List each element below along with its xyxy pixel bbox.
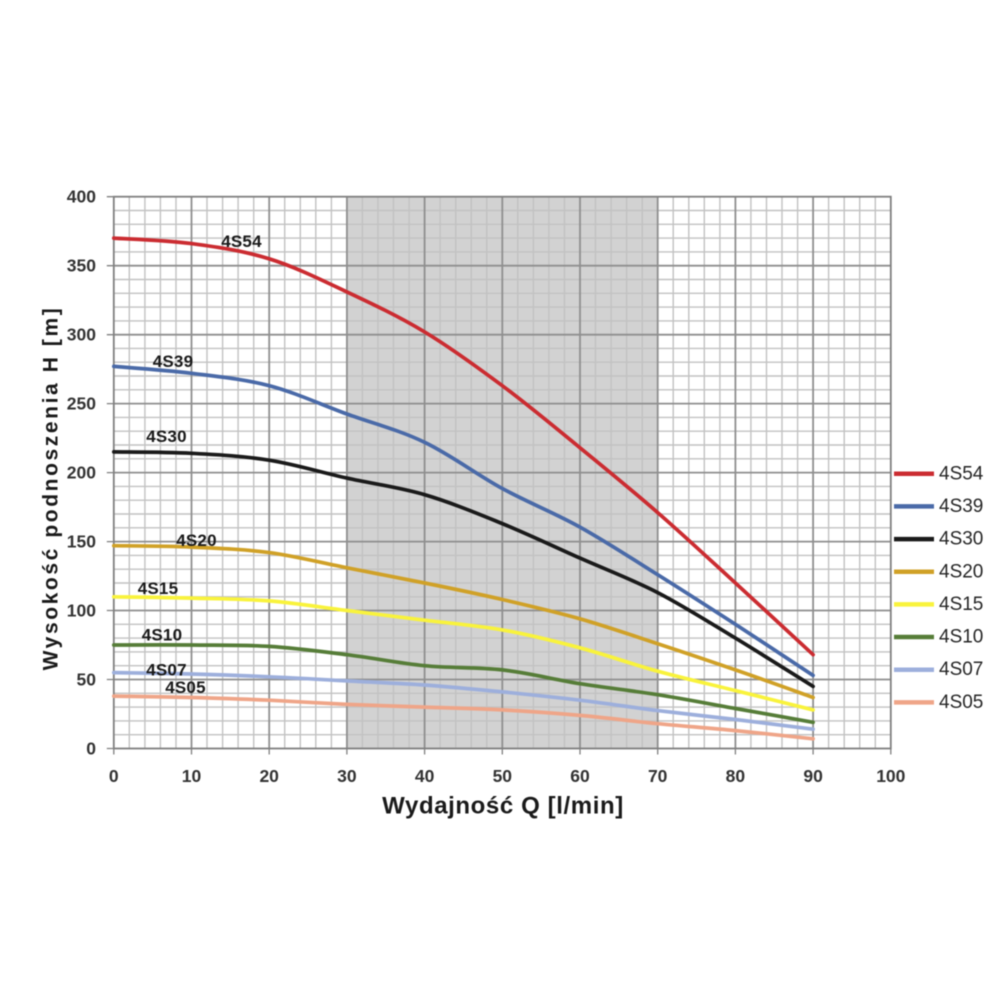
svg-text:4S05: 4S05: [939, 692, 983, 713]
svg-text:40: 40: [415, 766, 435, 786]
svg-text:4S15: 4S15: [138, 579, 179, 598]
svg-text:4S10: 4S10: [142, 626, 183, 645]
svg-text:50: 50: [77, 670, 97, 690]
svg-text:350: 350: [67, 256, 96, 276]
svg-text:4S20: 4S20: [939, 561, 983, 582]
svg-text:4S54: 4S54: [939, 463, 984, 484]
svg-text:200: 200: [67, 463, 96, 483]
svg-text:4S54: 4S54: [221, 232, 262, 251]
svg-text:10: 10: [182, 766, 202, 786]
svg-text:250: 250: [67, 394, 96, 414]
svg-text:150: 150: [67, 532, 96, 552]
svg-text:4S07: 4S07: [939, 659, 983, 680]
svg-text:100: 100: [876, 766, 905, 786]
svg-text:50: 50: [493, 766, 513, 786]
svg-text:4S15: 4S15: [939, 594, 983, 615]
svg-text:100: 100: [67, 601, 96, 621]
svg-text:300: 300: [67, 325, 96, 345]
svg-text:Wydajność Q [l/min]: Wydajność Q [l/min]: [382, 793, 624, 820]
svg-text:60: 60: [570, 766, 590, 786]
svg-text:400: 400: [67, 187, 96, 207]
svg-text:4S20: 4S20: [176, 531, 217, 550]
svg-text:4S07: 4S07: [146, 661, 187, 680]
svg-text:70: 70: [648, 766, 668, 786]
svg-text:20: 20: [259, 766, 279, 786]
svg-text:Wysokość podnoszenia H [m]: Wysokość podnoszenia H [m]: [40, 306, 63, 671]
svg-text:30: 30: [337, 766, 357, 786]
svg-text:90: 90: [803, 766, 823, 786]
svg-text:0: 0: [86, 739, 96, 759]
svg-text:4S39: 4S39: [939, 496, 983, 517]
svg-text:4S39: 4S39: [153, 352, 194, 371]
svg-text:4S05: 4S05: [165, 678, 206, 697]
svg-text:0: 0: [109, 766, 119, 786]
svg-text:80: 80: [726, 766, 746, 786]
svg-text:4S30: 4S30: [146, 427, 187, 446]
svg-text:4S10: 4S10: [939, 627, 983, 648]
svg-text:4S30: 4S30: [939, 529, 983, 550]
